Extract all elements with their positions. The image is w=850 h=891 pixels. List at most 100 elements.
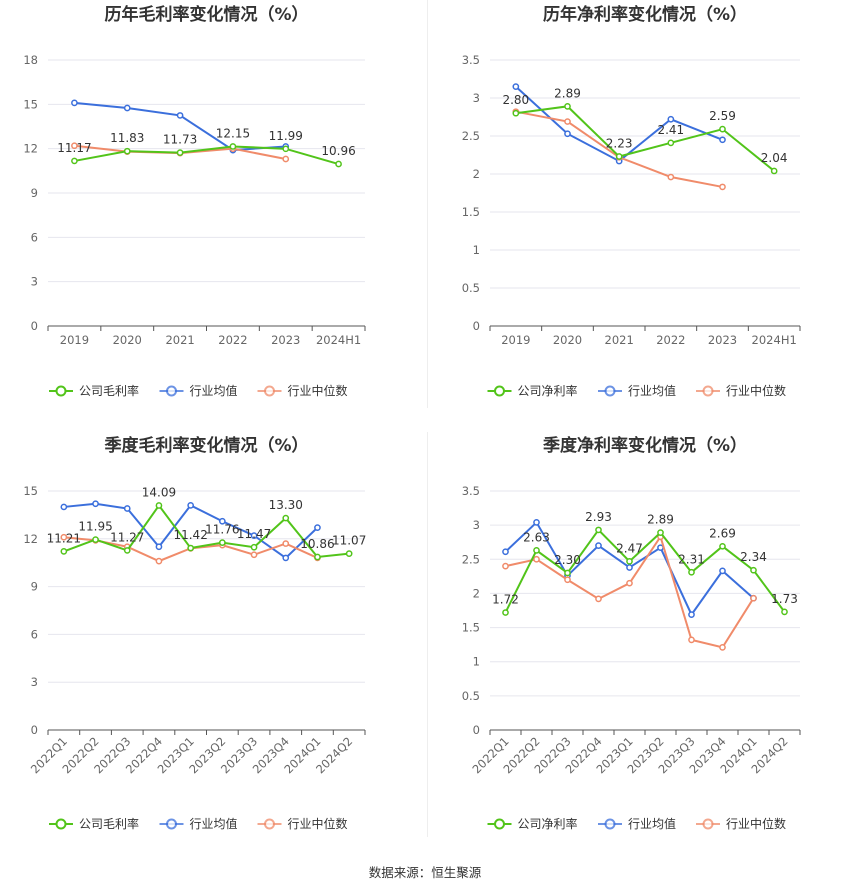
series-point-2 [282, 155, 290, 163]
data-label: 2.41 [657, 123, 684, 137]
series-point-0 [750, 566, 757, 574]
data-label: 11.83 [110, 131, 144, 145]
legend-swatch-marker [55, 385, 67, 397]
legend-label: 行业中位数 [726, 816, 786, 831]
series-point-0 [155, 502, 163, 509]
series-point-2 [719, 183, 726, 191]
legend-item-2: 行业中位数 [696, 383, 786, 398]
series-point-0 [345, 550, 353, 557]
y-tick-label: 3 [473, 518, 480, 532]
series-point-1 [502, 548, 509, 556]
data-label: 11.95 [78, 520, 112, 534]
series-point-2 [667, 173, 675, 181]
y-tick-label: 1 [473, 655, 480, 669]
legend-label: 公司净利率 [518, 383, 578, 398]
y-tick-label: 3 [31, 275, 38, 289]
y-tick-label: 6 [31, 627, 38, 641]
series-point-1 [719, 567, 726, 575]
data-label: 2.63 [523, 530, 550, 544]
y-tick-label: 3 [31, 675, 38, 689]
x-tick-label: 2021 [605, 333, 634, 347]
series-point-0 [229, 143, 237, 150]
legend-label: 行业中位数 [288, 383, 348, 398]
vertical-divider-bottom [427, 432, 428, 837]
legend-item-0: 公司毛利率 [49, 816, 139, 831]
series-point-0 [781, 608, 788, 616]
legend-swatch-marker [494, 385, 505, 397]
y-tick-label: 0 [31, 319, 38, 333]
y-tick-label: 2 [473, 586, 480, 600]
series-point-1 [92, 500, 99, 508]
chart-title: 历年毛利率变化情况（%） [104, 4, 308, 25]
y-tick-label: 2 [473, 167, 480, 181]
series-point-1 [250, 532, 258, 539]
legend-item-0: 公司毛利率 [49, 383, 139, 398]
data-label: 10.86 [300, 537, 334, 551]
series-point-0 [657, 529, 664, 537]
legend-item-2: 行业中位数 [257, 383, 348, 398]
chart-quarterly-gross-margin: 季度毛利率变化情况（%） 0 3 6 9 12 15 2022Q1 2022Q2 2022Q3 20… [0, 430, 425, 860]
series-point-1 [626, 564, 633, 571]
series-point-0 [335, 160, 342, 168]
data-label: 2.04 [761, 151, 788, 165]
series-point-1 [71, 99, 78, 107]
series-point-1 [667, 115, 675, 123]
series-point-1 [314, 524, 321, 531]
chart-title: 季度毛利率变化情况（%） [104, 435, 308, 456]
series-point-1 [512, 83, 520, 90]
y-tick-label: 1.5 [462, 205, 480, 219]
y-tick-label: 15 [23, 97, 38, 111]
y-tick-label: 3 [473, 91, 480, 105]
legend-swatch-marker [702, 385, 714, 397]
x-tick-label: 2023 [271, 333, 300, 347]
data-label: 11.42 [173, 528, 207, 542]
y-tick-label: 1.5 [462, 621, 480, 635]
series-point-1 [564, 130, 571, 138]
vertical-divider-top [427, 0, 428, 408]
series-point-2 [250, 551, 258, 559]
series-point-1 [187, 501, 194, 509]
x-tick-label: 2023 [708, 333, 737, 347]
y-tick-label: 12 [23, 532, 38, 546]
data-source-note: 数据来源：恒生聚源 [368, 865, 482, 880]
data-label: 2.34 [740, 550, 767, 564]
legend-swatch-marker [494, 818, 505, 830]
series-point-0 [219, 539, 226, 546]
legend-item-1: 行业均值 [159, 816, 238, 831]
series-point-0 [92, 536, 99, 543]
series-point-2 [282, 540, 290, 547]
series-point-1 [123, 505, 131, 512]
data-label: 2.89 [554, 86, 581, 100]
series-point-0 [719, 542, 726, 550]
series-point-0 [770, 167, 778, 175]
legend-swatch-marker [604, 385, 616, 397]
series-point-0 [688, 568, 695, 576]
y-tick-label: 9 [31, 186, 38, 200]
legend-item-1: 行业均值 [598, 383, 676, 398]
series-point-0 [60, 548, 68, 555]
chart-quarterly-net-margin-svg: 季度净利率变化情况（%）00.511.522.533.52022Q12022Q2… [462, 435, 801, 831]
y-tick-label: 0.5 [462, 689, 480, 703]
legend-label: 公司毛利率 [79, 383, 139, 398]
series-point-0 [595, 526, 602, 534]
series-point-2 [155, 557, 163, 565]
y-tick-label: 6 [31, 230, 38, 244]
series-point-0 [314, 553, 321, 561]
series-point-2 [719, 644, 726, 651]
data-label: 11.73 [163, 133, 197, 147]
series-point-1 [60, 503, 68, 511]
data-label: 11.27 [110, 530, 144, 544]
series-point-1 [595, 542, 602, 549]
y-tick-label: 0 [473, 723, 480, 737]
series-point-1 [155, 543, 163, 551]
data-label: 11.07 [332, 534, 366, 548]
series-point-0 [512, 109, 520, 117]
y-tick-label: 1 [473, 243, 480, 257]
series-point-0 [564, 103, 571, 110]
legend-item-2: 行业中位数 [257, 816, 348, 831]
legend-swatch-marker [166, 818, 177, 830]
data-label: 2.59 [709, 109, 736, 123]
data-label: 1.73 [771, 592, 798, 606]
legend-item-0: 公司净利率 [487, 383, 578, 398]
series-point-2 [533, 555, 540, 563]
